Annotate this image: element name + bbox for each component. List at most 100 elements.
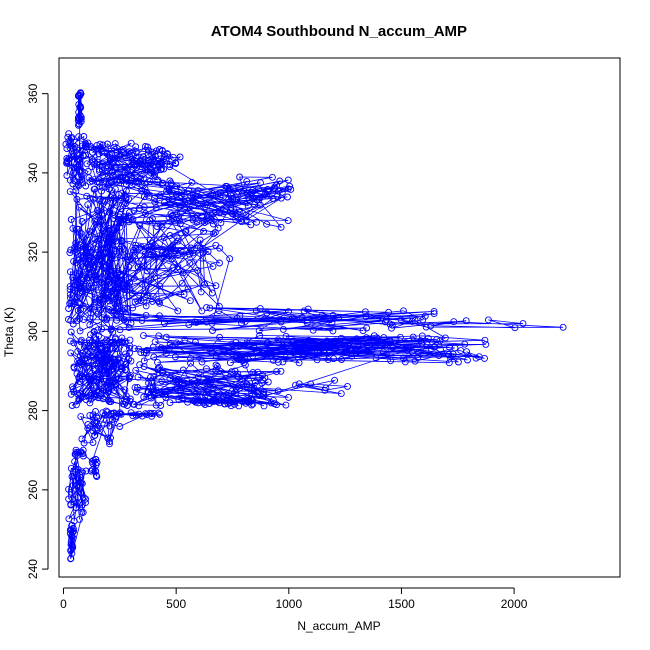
data-point	[82, 396, 90, 404]
data-point	[212, 367, 220, 374]
data-point	[175, 216, 183, 224]
data-point	[115, 374, 123, 382]
data-point	[80, 439, 88, 447]
data-point	[112, 164, 120, 172]
data-point	[287, 185, 295, 193]
data-point	[157, 166, 165, 174]
data-point	[121, 366, 129, 374]
data-point	[67, 246, 75, 254]
x-tick-label: 1000	[275, 597, 302, 611]
data-point	[363, 324, 371, 332]
data-point	[71, 143, 79, 150]
data-point	[337, 334, 345, 342]
data-point	[166, 245, 174, 252]
data-point	[273, 368, 280, 376]
data-point	[106, 236, 114, 244]
data-point	[380, 334, 388, 342]
data-point	[194, 187, 202, 195]
data-point	[86, 321, 94, 329]
data-point	[74, 307, 82, 314]
data-point	[223, 183, 231, 190]
data-point	[132, 148, 140, 155]
data-point	[221, 208, 229, 216]
data-point	[111, 300, 119, 308]
data-point	[185, 321, 193, 329]
data-point	[147, 383, 155, 391]
data-point	[208, 390, 216, 398]
data-point	[149, 343, 157, 351]
data-point	[131, 384, 139, 392]
data-point	[67, 464, 75, 472]
data-point	[408, 347, 416, 355]
data-point	[127, 255, 135, 263]
data-point	[215, 302, 223, 310]
data-point	[284, 176, 292, 184]
data-point	[217, 219, 225, 227]
data-point	[125, 263, 133, 271]
data-point	[76, 478, 84, 486]
data-point	[80, 133, 88, 140]
data-point	[277, 318, 285, 326]
data-point	[353, 335, 361, 343]
data-point	[149, 239, 157, 247]
data-point	[138, 280, 146, 288]
data-point	[104, 384, 112, 391]
data-point	[158, 390, 166, 398]
data-point	[142, 302, 150, 310]
data-point	[64, 133, 72, 141]
data-point	[76, 89, 84, 97]
data-point	[147, 394, 155, 402]
data-point	[244, 189, 252, 197]
data-point	[91, 185, 99, 193]
data-point	[77, 229, 85, 237]
data-point	[232, 389, 240, 397]
data-point	[146, 168, 154, 176]
data-point	[324, 356, 332, 364]
data-point	[145, 147, 153, 155]
data-point	[126, 279, 134, 287]
data-point	[198, 358, 206, 366]
data-point	[196, 236, 204, 244]
data-point	[186, 250, 193, 258]
data-point	[135, 345, 143, 353]
data-point	[421, 312, 429, 320]
data-point	[92, 408, 99, 415]
data-point	[206, 304, 214, 312]
data-point	[136, 221, 144, 229]
data-point	[82, 499, 89, 507]
data-point	[382, 316, 390, 324]
data-point	[462, 317, 470, 325]
data-point	[262, 315, 269, 323]
data-point	[253, 196, 261, 204]
data-point	[140, 332, 147, 340]
data-point	[191, 318, 199, 326]
data-point	[70, 152, 78, 160]
y-tick-label: 360	[26, 83, 40, 103]
data-point	[84, 424, 92, 432]
data-point	[68, 473, 76, 480]
data-point	[166, 375, 174, 383]
data-point	[361, 308, 369, 316]
x-tick-label: 2000	[501, 597, 528, 611]
data-point	[98, 325, 106, 333]
data-point	[226, 359, 234, 367]
data-point	[238, 218, 246, 226]
data-point	[210, 230, 218, 238]
data-point	[380, 348, 387, 356]
data-point	[155, 363, 163, 371]
data-point	[318, 340, 326, 348]
data-point	[63, 172, 71, 179]
data-point	[187, 354, 195, 362]
data-point	[112, 414, 120, 422]
data-point	[113, 310, 121, 318]
data-point	[111, 140, 119, 148]
data-point	[445, 351, 453, 359]
y-axis: 240 260 280 300 320 340 360	[26, 83, 49, 579]
data-point	[163, 188, 171, 195]
data-point	[241, 361, 249, 369]
data-point	[234, 370, 242, 378]
data-point	[268, 173, 276, 181]
data-point	[161, 319, 168, 327]
data-point	[156, 312, 163, 320]
